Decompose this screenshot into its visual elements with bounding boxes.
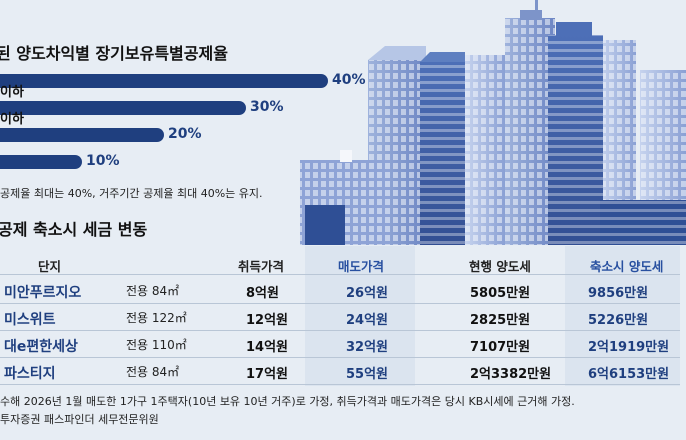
cell-complex-name: 파스티지 <box>4 366 56 382</box>
cell-area: 전용 84㎡ <box>126 284 180 298</box>
row-divider <box>0 384 680 385</box>
bar-category-label-1: 이하 <box>0 85 24 100</box>
bar-3 <box>0 155 82 169</box>
cell-complex-name: 미스위트 <box>4 312 56 328</box>
cell-area: 전용 110㎡ <box>126 338 187 352</box>
chart-note: 공제율 최대는 40%, 거주기간 공제율 최대 40%는 유지. <box>0 187 263 200</box>
col-header-reduced-tax: 축소시 양도세 <box>590 259 664 274</box>
cell-current-tax: 7107만원 <box>470 340 531 355</box>
city-buildings-illustration <box>300 0 686 245</box>
bar-2 <box>0 128 164 142</box>
cell-complex-name: 대e편한세상 <box>4 339 78 355</box>
cell-sale-price: 32억원 <box>346 340 389 355</box>
cell-purchase-price: 8억원 <box>246 286 279 301</box>
cell-current-tax: 2825만원 <box>470 313 531 328</box>
cell-reduced-tax: 2억1919만원 <box>588 340 670 355</box>
cell-sale-price: 26억원 <box>346 286 389 301</box>
row-divider <box>0 357 680 358</box>
bar-category-label-2: 이하 <box>0 112 24 127</box>
cell-area: 전용 122㎡ <box>126 311 187 325</box>
bar-0 <box>0 74 328 88</box>
bar-1 <box>0 101 246 115</box>
bar-value-label-1: 30% <box>250 99 284 115</box>
col-header-complex: 단지 <box>38 259 62 274</box>
cell-sale-price: 55억원 <box>346 367 389 382</box>
footnote-source: 투자증권 패스파인더 세무전문위원 <box>0 413 159 426</box>
cell-current-tax: 2억3382만원 <box>470 367 552 382</box>
cell-reduced-tax: 5226만원 <box>588 313 649 328</box>
col-header-purchase-price: 취득가격 <box>238 259 285 274</box>
cell-sale-price: 24억원 <box>346 313 389 328</box>
cell-complex-name: 미안푸르지오 <box>4 285 82 301</box>
cell-purchase-price: 17억원 <box>246 367 289 382</box>
footnote-assumption: 수해 2026년 1월 매도한 1가구 1주택자(10년 보유 10년 거주)로… <box>0 395 575 408</box>
reduced-tax-column-shade <box>565 246 680 386</box>
cell-reduced-tax: 6억6153만원 <box>588 367 670 382</box>
row-divider <box>0 303 680 304</box>
bar-value-label-0: 40% <box>332 72 366 88</box>
sale-price-column-shade <box>305 246 415 386</box>
cell-reduced-tax: 9856만원 <box>588 286 649 301</box>
chart-title: 된 양도차익별 장기보유특별공제율 <box>0 44 228 63</box>
table-title: 공제 축소시 세금 변동 <box>0 220 148 239</box>
row-divider <box>0 330 680 331</box>
bar-value-label-3: 10% <box>86 153 120 169</box>
col-header-sale-price: 매도가격 <box>338 259 385 274</box>
cell-current-tax: 5805만원 <box>470 286 531 301</box>
cell-area: 전용 84㎡ <box>126 365 180 379</box>
cell-purchase-price: 12억원 <box>246 313 289 328</box>
bar-value-label-2: 20% <box>168 126 202 142</box>
header-divider <box>0 274 680 275</box>
col-header-current-tax: 현행 양도세 <box>469 259 531 274</box>
cell-purchase-price: 14억원 <box>246 340 289 355</box>
